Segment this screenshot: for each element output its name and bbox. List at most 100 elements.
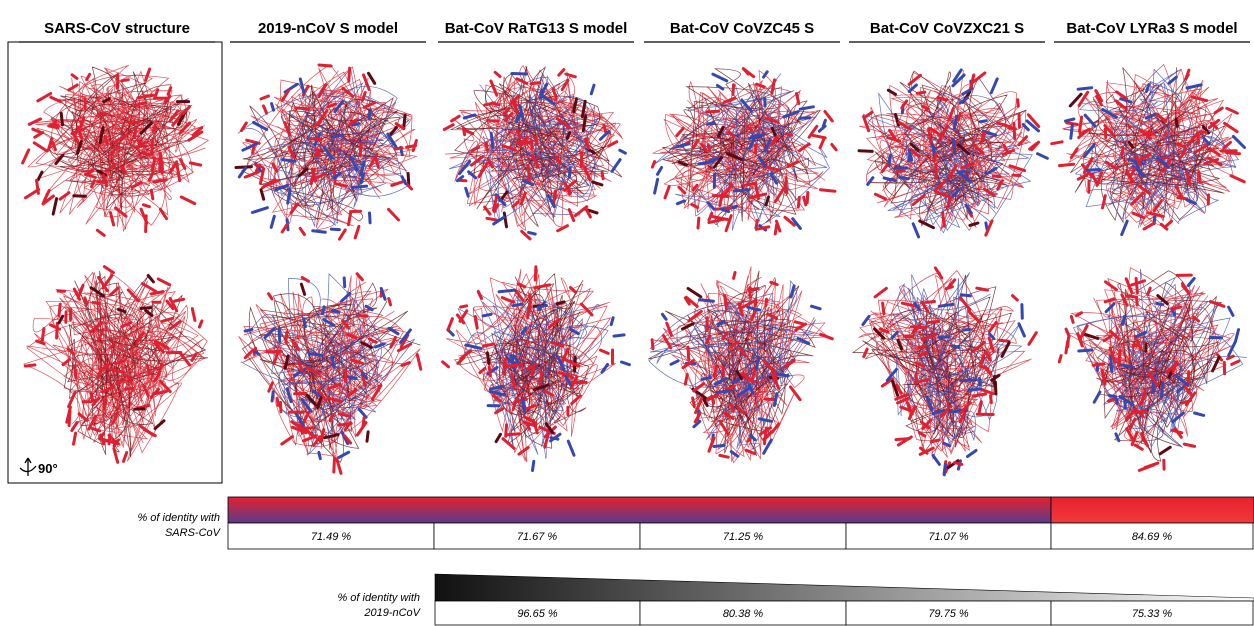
- ribbon-strand: [499, 290, 515, 292]
- ribbon-strand: [775, 225, 777, 234]
- ribbon-strand: [1122, 148, 1123, 155]
- identity-gradient: [1051, 497, 1254, 523]
- ribbon-strand: [973, 394, 986, 396]
- ribbon-strand: [92, 429, 100, 431]
- ribbon-strand: [252, 208, 267, 213]
- ribbon-strand: [408, 174, 409, 186]
- identity-value: 84.69 %: [1132, 531, 1173, 543]
- ribbon-strand: [93, 302, 99, 303]
- ribbon-strand: [448, 319, 453, 331]
- ribbon-strand: [466, 188, 469, 196]
- ribbon-strand: [72, 75, 77, 79]
- ribbon-strand: [920, 380, 929, 382]
- ribbon-strand: [239, 168, 245, 177]
- ribbon-strand: [545, 432, 549, 447]
- ribbon-strand: [146, 69, 150, 80]
- ribbon-strand: [152, 142, 153, 154]
- ribbon-strand: [486, 143, 487, 150]
- ribbon-strand: [807, 193, 808, 203]
- ribbon-strand: [943, 213, 945, 227]
- ribbon-strand: [935, 268, 941, 278]
- ribbon-strand: [889, 155, 890, 165]
- ribbon-strand: [264, 106, 267, 113]
- ribbon-strand: [900, 177, 909, 178]
- ribbon-strand: [533, 461, 534, 470]
- ribbon-strand: [74, 196, 86, 197]
- column-header: Bat-CoV LYRa3 S model: [1066, 20, 1237, 37]
- ribbon-strand: [953, 346, 959, 347]
- ribbon-strand: [1071, 125, 1073, 139]
- ribbon-strand: [863, 316, 869, 324]
- ribbon-strand: [788, 162, 798, 167]
- ribbon-strand: [757, 357, 759, 369]
- ribbon-strand: [958, 113, 960, 120]
- ribbon-strand: [772, 80, 775, 93]
- ribbon-strand: [677, 201, 684, 204]
- protein-structure: [648, 266, 832, 462]
- ribbon-strand: [1071, 317, 1073, 323]
- ribbon-strand: [986, 223, 987, 229]
- identity-value: 80.38 %: [723, 608, 764, 620]
- ribbon-strand: [417, 355, 421, 370]
- ribbon-strand: [746, 450, 754, 453]
- ribbon-strand: [961, 295, 970, 296]
- ribbon-strand: [1052, 142, 1062, 144]
- ribbon-strand: [538, 305, 547, 307]
- ribbon-strand: [1229, 343, 1235, 356]
- ribbon-strand: [42, 329, 44, 343]
- ribbon-strand: [652, 162, 654, 168]
- ribbon-strand: [523, 400, 525, 413]
- ribbon-strand: [820, 140, 824, 148]
- ribbon-strand: [936, 164, 937, 178]
- ribbon-strand: [334, 458, 335, 472]
- ribbon-strand: [557, 157, 560, 163]
- ribbon-strand: [148, 276, 153, 282]
- ribbon-strand: [340, 230, 346, 239]
- ribbon-strand: [443, 362, 449, 367]
- ribbon-strand: [895, 168, 906, 169]
- ribbon-strand: [389, 299, 391, 305]
- ribbon-strand: [554, 191, 556, 204]
- ribbon-strand: [126, 388, 132, 389]
- ribbon-strand: [38, 94, 51, 101]
- ribbon-strand: [60, 193, 69, 199]
- ribbon-strand: [991, 79, 997, 93]
- ribbon-strand: [296, 108, 309, 109]
- ribbon-strand: [119, 309, 126, 311]
- ribbon-strand: [352, 360, 363, 364]
- ribbon-strand: [1233, 136, 1244, 147]
- ribbon-strand: [602, 173, 603, 179]
- column-header: 2019-nCoV S model: [258, 20, 398, 37]
- ribbon-strand: [813, 135, 826, 138]
- ribbon-strand: [160, 209, 166, 218]
- ribbon-strand: [946, 287, 952, 289]
- ribbon-strand: [1000, 340, 1009, 341]
- ribbon-strand: [507, 434, 520, 435]
- ribbon-strand: [707, 111, 719, 112]
- ribbon-strand: [466, 345, 481, 349]
- ribbon-strand: [87, 74, 90, 79]
- ribbon-strand: [994, 376, 995, 383]
- ribbon-strand: [734, 190, 749, 191]
- ribbon-strand: [53, 199, 56, 214]
- ribbon-strand: [452, 116, 460, 121]
- ribbon-strand: [301, 284, 304, 294]
- ribbon-strand: [766, 197, 769, 205]
- ribbon-strand: [821, 334, 833, 339]
- ribbon-strand: [104, 399, 106, 409]
- ribbon-strand: [1192, 97, 1207, 101]
- ribbon-strand: [333, 135, 343, 137]
- ribbon-strand: [342, 293, 350, 301]
- ribbon-strand: [800, 118, 810, 119]
- column-header: Bat-CoV CoVZC45 S: [670, 20, 814, 37]
- ribbon-strand: [961, 380, 976, 381]
- ribbon-strand: [798, 197, 799, 207]
- ribbon-strand: [568, 441, 574, 455]
- ribbon-strand: [1066, 342, 1068, 353]
- ribbon-strand: [716, 391, 729, 393]
- ribbon-strand: [123, 167, 125, 173]
- ribbon-strand: [144, 205, 150, 207]
- ribbon-strand: [267, 351, 282, 352]
- identity-wedge: [435, 574, 1254, 601]
- ribbon-strand: [756, 220, 757, 227]
